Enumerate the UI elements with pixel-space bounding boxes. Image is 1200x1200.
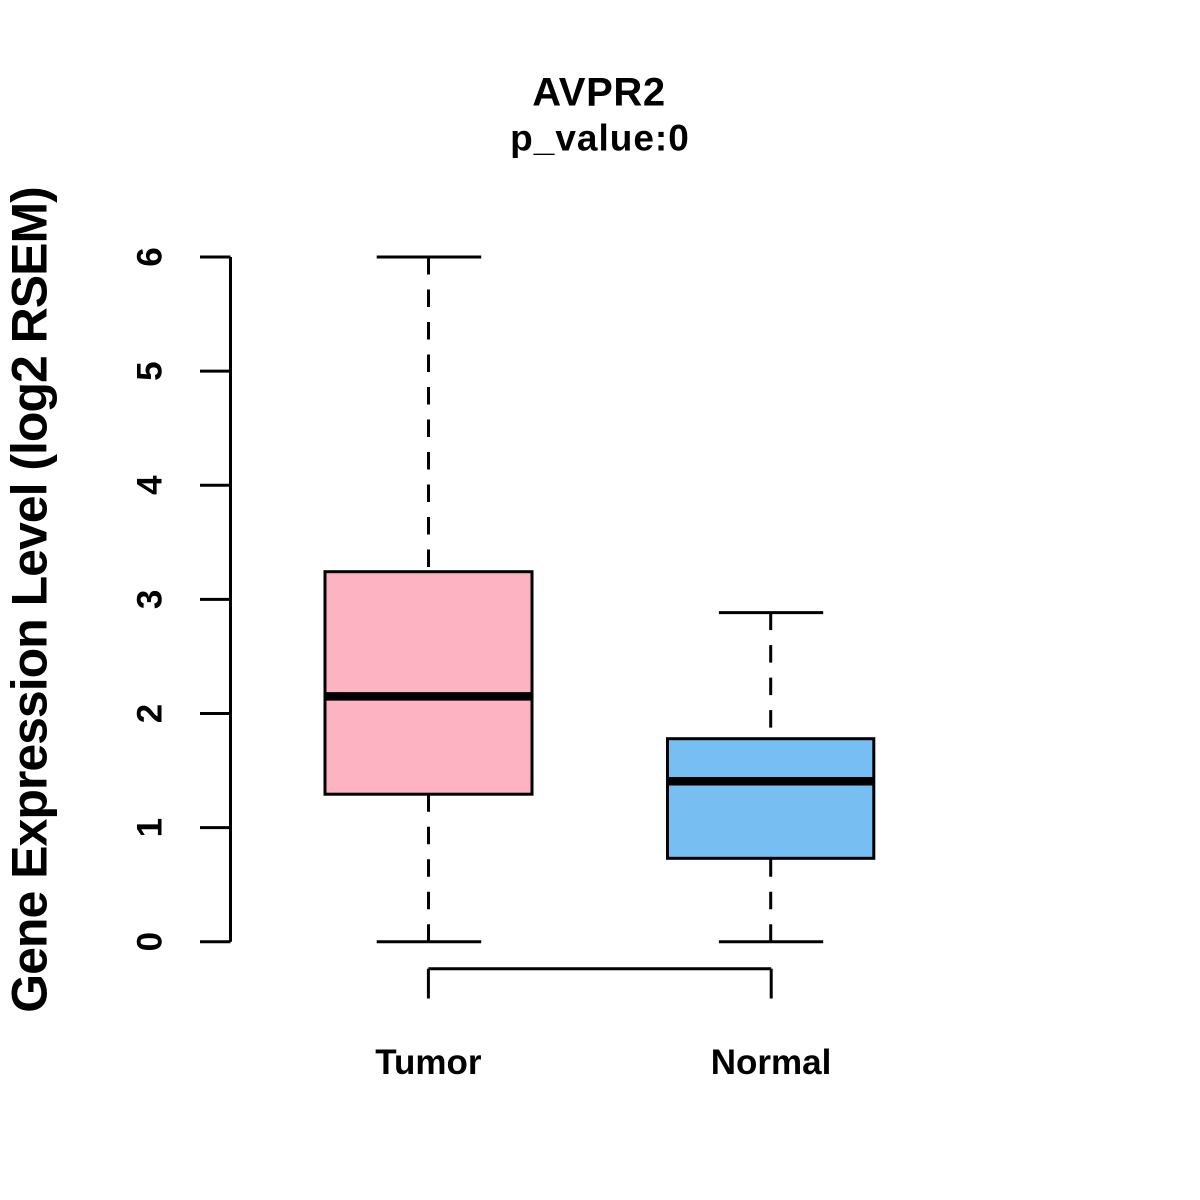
svg-text:6: 6 [131,247,170,266]
svg-text:0: 0 [131,932,170,951]
svg-text:p_value:0: p_value:0 [510,118,690,159]
svg-text:1: 1 [131,818,170,837]
svg-text:AVPR2: AVPR2 [532,71,665,115]
svg-text:4: 4 [131,475,170,495]
svg-text:Normal: Normal [711,1043,832,1082]
svg-text:Gene Expression Level (log2 RS: Gene Expression Level (log2 RSEM) [2,187,58,1013]
svg-text:2: 2 [131,704,170,723]
svg-text:3: 3 [131,590,170,609]
svg-text:5: 5 [131,361,170,380]
svg-text:Tumor: Tumor [375,1043,482,1082]
